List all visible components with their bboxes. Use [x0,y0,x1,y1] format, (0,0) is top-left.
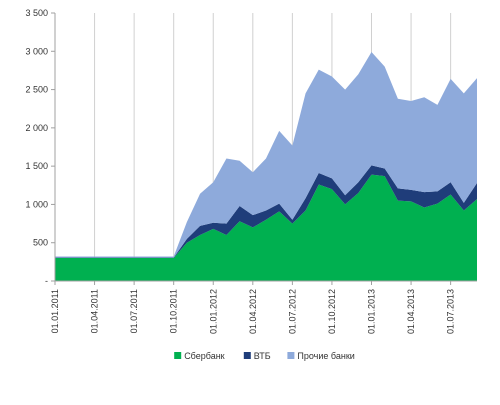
legend-label-other-banks: Прочие банки [297,351,354,361]
legend-label-vtb: ВТБ [254,351,271,361]
x-tick-label: 01.01.2011 [50,289,60,333]
y-tick-label: 1 000 [25,199,48,209]
x-tick-label: 01.07.2011 [129,289,139,333]
y-tick-label: 1 500 [25,161,48,171]
area-sberbank [55,174,477,281]
legend-swatch-sberbank [174,352,182,359]
y-tick-label: 2 000 [25,123,48,133]
axes: - 500 1 000 1 500 2 000 2 500 3 000 3 500 01.01.… [25,8,477,334]
x-tick-label: 01.10.2011 [169,289,179,333]
legend-label-sberbank: Сбербанк [184,351,224,361]
x-tick-label: 01.07.2012 [287,289,297,334]
x-tick-label: 01.04.2011 [90,289,100,333]
y-tick-label: 2 500 [25,85,48,95]
x-tick-label: 01.10.2012 [327,289,337,334]
legend-swatch-vtb [243,352,251,359]
y-tick-label: 3 500 [25,8,48,18]
x-tick-label: 01.07.2013 [446,289,456,334]
x-tick-label: 01.01.2013 [367,289,377,334]
x-tick-label: 01.04.2012 [248,289,258,334]
legend-swatch-other-banks [287,352,295,359]
series-areas [55,52,477,281]
legend: Сбербанк ВТБ Прочие банки [174,351,355,361]
y-tick-label: 3 000 [25,46,48,56]
y-tick-label: 500 [33,238,48,248]
area-other-banks [55,52,477,258]
x-tick-label: 01.01.2012 [208,289,218,334]
x-tick-label: 01.04.2013 [406,289,416,334]
area-vtb [55,165,477,259]
y-tick-label: - [45,276,48,286]
